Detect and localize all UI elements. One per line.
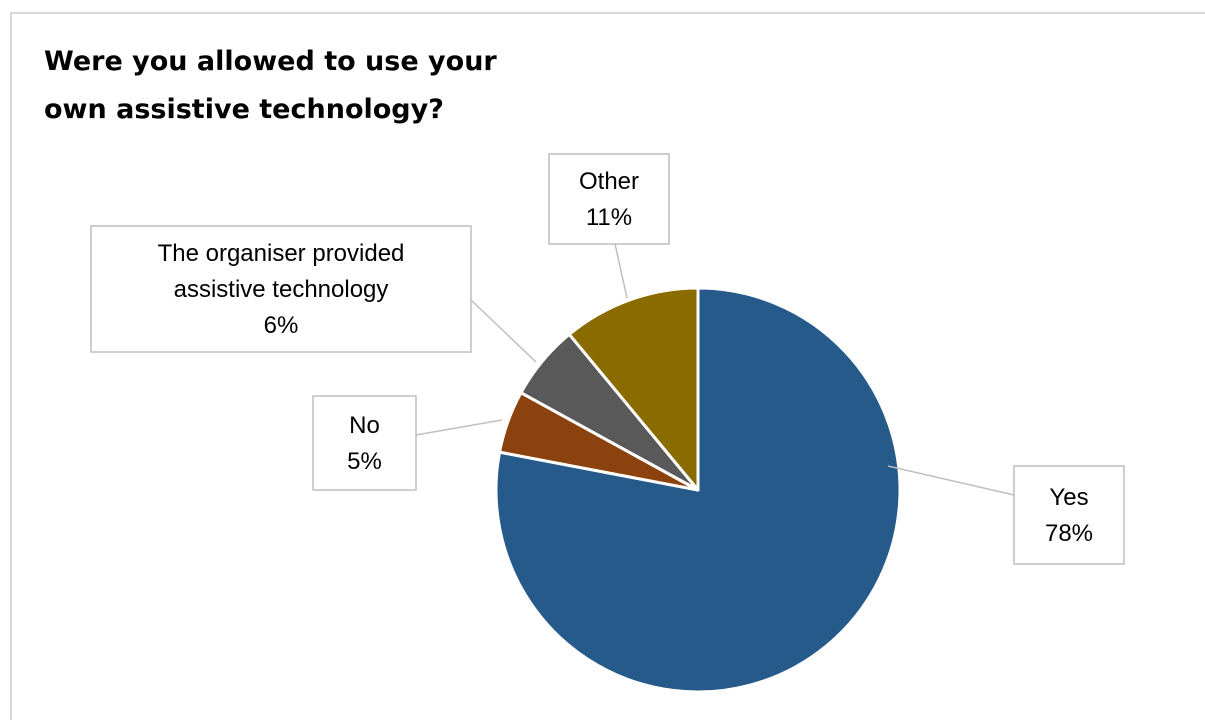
callout-the-organiser-provided-assistive-technology: The organiser provided assistive technolo…: [90, 225, 537, 363]
callout-box-yes: [1013, 465, 1125, 565]
data-label-category-yes: Yes: [1049, 484, 1088, 511]
callout-other: Other 11%: [548, 153, 670, 299]
data-label-category-no: No: [349, 412, 380, 439]
data-label-category-the-organiser-provided-assistive-technology: assistive technology: [174, 276, 389, 303]
callout-box-other: [548, 153, 670, 245]
pie-slices: [494, 286, 902, 694]
leader-line-the-organiser-provided-assistive-technology: [470, 299, 537, 363]
data-label-value-the-organiser-provided-assistive-technology: 6%: [264, 312, 299, 339]
callout-yes: Yes 78%: [887, 465, 1125, 565]
data-label-category-the-organiser-provided-assistive-technology: The organiser provided: [158, 240, 405, 267]
pie-slice-other: [567, 286, 700, 492]
leader-line-yes: [887, 465, 1015, 496]
data-label-category-other: Other: [579, 168, 639, 195]
leader-line-no: [415, 419, 503, 436]
data-label-value-yes: 78%: [1045, 520, 1093, 547]
chart-title: Were you allowed to use your own assisti…: [44, 46, 497, 125]
leader-line-other: [614, 243, 628, 299]
data-label-callouts: Yes 78% No 5% The organiser provided assistiv…: [90, 153, 1125, 565]
data-label-value-other: 11%: [586, 204, 632, 231]
data-label-value-no: 5%: [347, 448, 382, 475]
callout-no: No 5%: [312, 395, 503, 491]
callout-box-no: [312, 395, 417, 491]
callout-box-the-organiser-provided-assistive-technology: [90, 225, 472, 353]
